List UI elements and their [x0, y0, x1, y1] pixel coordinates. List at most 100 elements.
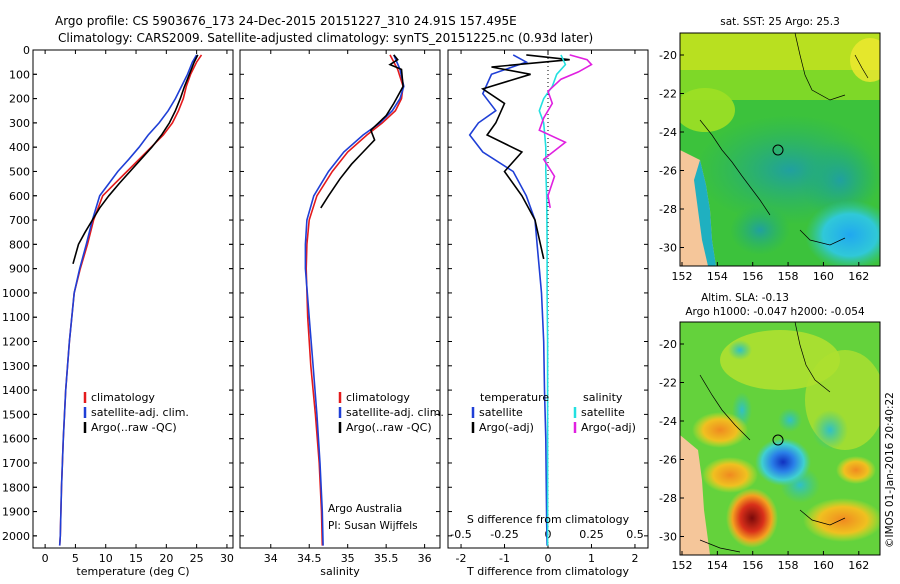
- sla-map-frame: [679, 321, 881, 556]
- depth-tick-label: 1700: [2, 457, 30, 470]
- sla-ytick-label: -24: [659, 415, 677, 428]
- difference-temperature-legend-label: satellite: [479, 406, 523, 419]
- salinity-panel-frame: [239, 49, 441, 549]
- difference-xtick-label: 2: [631, 552, 638, 565]
- temperature-xlabel: temperature (deg C): [76, 565, 189, 578]
- salinity-legend-label: Argo(..raw -QC): [346, 421, 432, 434]
- depth-tick-label: 1000: [2, 287, 30, 300]
- sla-xtick-label: 152: [672, 559, 693, 572]
- depth-tick-label: 700: [9, 214, 30, 227]
- sst-xtick-label: 162: [848, 270, 869, 283]
- temperature-xtick-label: 25: [190, 552, 204, 565]
- salinity-series-argo-raw-qc-: [320, 54, 404, 209]
- depth-tick-label: 900: [9, 263, 30, 276]
- depth-tick-label: 1600: [2, 433, 30, 446]
- temperature-xtick-label: 30: [220, 552, 234, 565]
- depth-tick-label: 300: [9, 117, 30, 130]
- sla-xtick-label: 156: [742, 559, 763, 572]
- salinity-legend-title: salinity: [583, 391, 623, 404]
- sst-xtick-label: 154: [707, 270, 728, 283]
- sst-xtick-label: 156: [742, 270, 763, 283]
- temperature-series-climatology: [58, 54, 203, 546]
- header-line-1: Argo profile: CS 5903676_173 24-Dec-2015…: [55, 14, 517, 28]
- difference-series-salinity-satellite: [538, 54, 567, 546]
- difference-series-salinity-argo-adj-: [538, 54, 593, 209]
- depth-tick-label: 2000: [2, 530, 30, 543]
- depth-tick-label: 1500: [2, 408, 30, 421]
- sla-xtick-label: 154: [707, 559, 728, 572]
- sst-map: [680, 33, 880, 266]
- depth-axis: 0 100 200 300 400 500 600 700 800 900 1000 1100 1200…: [2, 44, 233, 543]
- sst-xtick-label: 152: [672, 270, 693, 283]
- sst-ytick-label: -26: [659, 165, 677, 178]
- sla-map: [680, 322, 880, 555]
- sst-map-frame: [679, 32, 881, 267]
- difference-salinity-legend-label: Argo(-adj): [581, 421, 636, 434]
- difference-series-temperature-satellite: [468, 54, 548, 546]
- salinity-xtick-label: 35: [341, 552, 355, 565]
- temperature-legend-label: climatology: [91, 391, 155, 404]
- temperature-xtick-label: 0: [42, 552, 49, 565]
- sst-ytick-label: -20: [659, 49, 677, 62]
- sst-ytick-label: -30: [659, 242, 677, 255]
- temperature-legend-label: satellite-adj. clim.: [91, 406, 189, 419]
- temperature-panel-frame: [32, 49, 234, 549]
- salinity-xtick-label: 35.5: [374, 552, 399, 565]
- sla-map-axes: 152 154 156 158 160 162 -20 -22 -24 -26 -28 -30: [659, 338, 869, 572]
- sla-ytick-label: -22: [659, 377, 677, 390]
- imos-timestamp: ©IMOS 01-Jan-2016 20:40:22: [884, 392, 896, 548]
- salinity-legend-label: satellite-adj. clim.: [346, 406, 444, 419]
- temperature-legend-label: Argo(..raw -QC): [91, 421, 177, 434]
- temperature-legend-title: temperature: [480, 391, 549, 404]
- temperature-series-argo-raw-qc-: [72, 54, 199, 265]
- difference-xtick-label: -2: [456, 552, 467, 565]
- sst-xtick-label: 158: [778, 270, 799, 283]
- difference-panel: -2 -1 0 1 2-0.5 -0.25 0 0.25 0.5temperaturesatel…: [448, 49, 648, 565]
- salinity-xtick-label: 36: [418, 552, 432, 565]
- temperature-xtick-label: 20: [159, 552, 173, 565]
- depth-tick-label: 1100: [2, 311, 30, 324]
- depth-tick-label: 600: [9, 190, 30, 203]
- sst-ytick-label: -28: [659, 203, 677, 216]
- difference-salinity-legend-label: satellite: [581, 406, 625, 419]
- depth-tick-label: 1900: [2, 506, 30, 519]
- depth-tick-label: 1300: [2, 360, 30, 373]
- salinity-xtick-label: 34: [264, 552, 278, 565]
- sla-ytick-label: -26: [659, 454, 677, 467]
- s-tick-label: -0.25: [490, 528, 518, 541]
- depth-tick-label: 400: [9, 141, 30, 154]
- salinity-series-climatology: [305, 54, 404, 546]
- sla-ytick-label: -30: [659, 531, 677, 544]
- difference-series-temperature-argo-adj-: [480, 54, 570, 260]
- salinity-panel: 34 34.5 35 35.5 36 climatology satellite-adj. …: [240, 49, 444, 565]
- temperature-xtick-label: 10: [99, 552, 113, 565]
- temperature-panel: 0 5 10 15 20 25 30 climatology satellite-adj. cl…: [33, 49, 234, 565]
- sst-map-title: sat. SST: 25 Argo: 25.3: [720, 16, 840, 28]
- sla-xtick-label: 160: [813, 559, 834, 572]
- salinity-xlabel: salinity: [320, 565, 360, 578]
- depth-tick-label: 1400: [2, 384, 30, 397]
- argo-australia-label: Argo Australia: [328, 503, 402, 515]
- sla-xtick-label: 158: [778, 559, 799, 572]
- temperature-series-satellite-adj-clim-: [58, 54, 198, 546]
- depth-tick-label: 0: [23, 44, 30, 57]
- sla-map-title-1: Altim. SLA: -0.13: [701, 292, 789, 304]
- header-line-2: Climatology: CARS2009. Satellite-adjuste…: [58, 31, 593, 45]
- salinity-xtick-label: 34.5: [297, 552, 322, 565]
- salinity-series-satellite-adj-clim-: [304, 54, 405, 546]
- sla-xtick-label: 162: [848, 559, 869, 572]
- sla-ytick-label: -28: [659, 492, 677, 505]
- sst-ytick-label: -24: [659, 126, 677, 139]
- depth-tick-label: 100: [9, 68, 30, 81]
- s-tick-label: -0.5: [450, 528, 471, 541]
- sst-xtick-label: 160: [813, 270, 834, 283]
- sla-map-title-2: Argo h1000: -0.047 h2000: -0.054: [685, 306, 865, 318]
- depth-tick-label: 500: [9, 165, 30, 178]
- salinity-legend-label: climatology: [346, 391, 410, 404]
- difference-xtick-label: 1: [588, 552, 595, 565]
- depth-tick-label: 800: [9, 238, 30, 251]
- depth-tick-label: 200: [9, 93, 30, 106]
- s-tick-label: 0.25: [579, 528, 604, 541]
- s-difference-label: S difference from climatology: [467, 513, 630, 526]
